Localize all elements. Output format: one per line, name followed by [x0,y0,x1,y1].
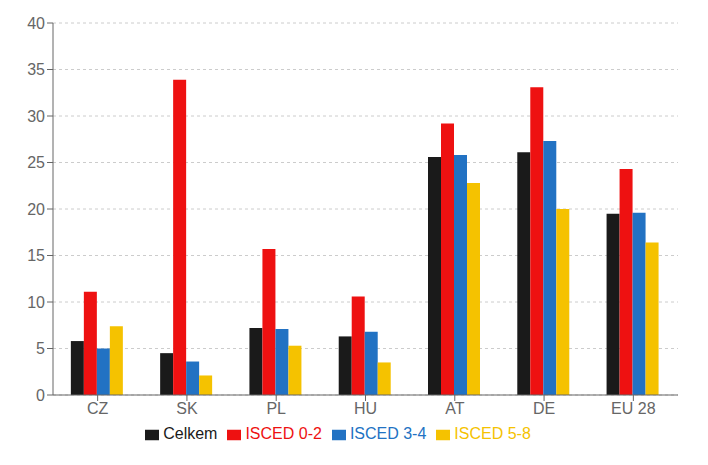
svg-text:0: 0 [36,387,45,404]
svg-text:35: 35 [27,61,45,78]
svg-text:DE: DE [533,400,555,417]
html-text:ISCED 3-4: ISCED 3-4 [349,425,427,442]
html-text:ISCED 0-2: ISCED 0-2 [245,425,322,442]
svg-text:EU 28: EU 28 [611,400,656,417]
svg-text:40: 40 [27,15,45,32]
html-text:Celkem: Celkem [163,425,218,442]
svg-text:HU: HU [354,400,377,417]
svg-text:5: 5 [36,340,45,357]
svg-text:10: 10 [27,294,45,311]
svg-text:CZ: CZ [87,400,109,417]
svg-text:25: 25 [27,154,45,171]
svg-text:PL: PL [266,400,286,417]
svg-text:15: 15 [27,247,45,264]
svg-text:20: 20 [27,201,45,218]
svg-text:SK: SK [176,400,198,417]
svg-text:30: 30 [27,108,45,125]
html-text:ISCED 5-8: ISCED 5-8 [454,425,531,442]
svg-text:AT: AT [445,400,464,417]
